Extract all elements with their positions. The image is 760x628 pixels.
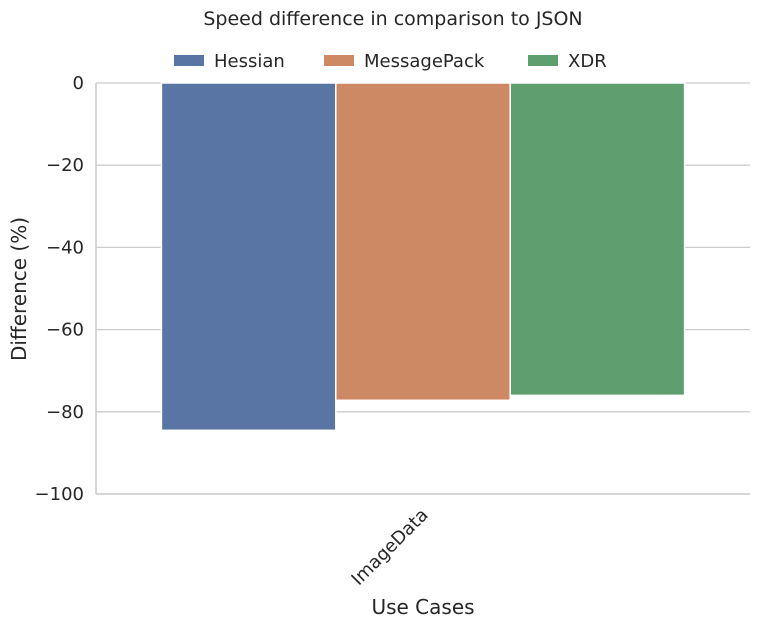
y-tick-label: −40 — [46, 237, 84, 258]
x-axis-label: Use Cases — [371, 595, 474, 619]
legend-item-hessian: Hessian — [174, 51, 285, 72]
legend-label: MessagePack — [364, 51, 485, 72]
legend-item-xdr: XDR — [528, 51, 607, 72]
legend-label: Hessian — [214, 51, 285, 72]
legend-swatch — [174, 55, 204, 66]
y-tick-labels: 0 −20 −40 −60 −80 −100 — [35, 73, 84, 505]
y-tick-label: −20 — [46, 155, 84, 176]
y-axis-label: Difference (%) — [7, 217, 31, 361]
y-tick-label: −60 — [46, 320, 84, 341]
bar-hessian — [160, 82, 337, 432]
legend-item-messagepack: MessagePack — [324, 51, 485, 72]
legend-swatch — [528, 55, 558, 66]
y-tick-label: −100 — [35, 484, 84, 505]
legend-label: XDR — [568, 51, 607, 72]
chart-title: Speed difference in comparison to JSON — [203, 8, 582, 30]
x-tick-label: ImageData — [347, 505, 432, 590]
y-tick-label: 0 — [73, 73, 84, 94]
y-tick-label: −80 — [46, 402, 84, 423]
x-tick-labels: ImageData — [347, 505, 432, 590]
bar-xdr — [509, 82, 686, 397]
legend: Hessian MessagePack XDR — [174, 51, 607, 72]
legend-swatch — [324, 55, 354, 66]
bars — [160, 82, 686, 432]
bar-messagepack — [335, 82, 511, 402]
